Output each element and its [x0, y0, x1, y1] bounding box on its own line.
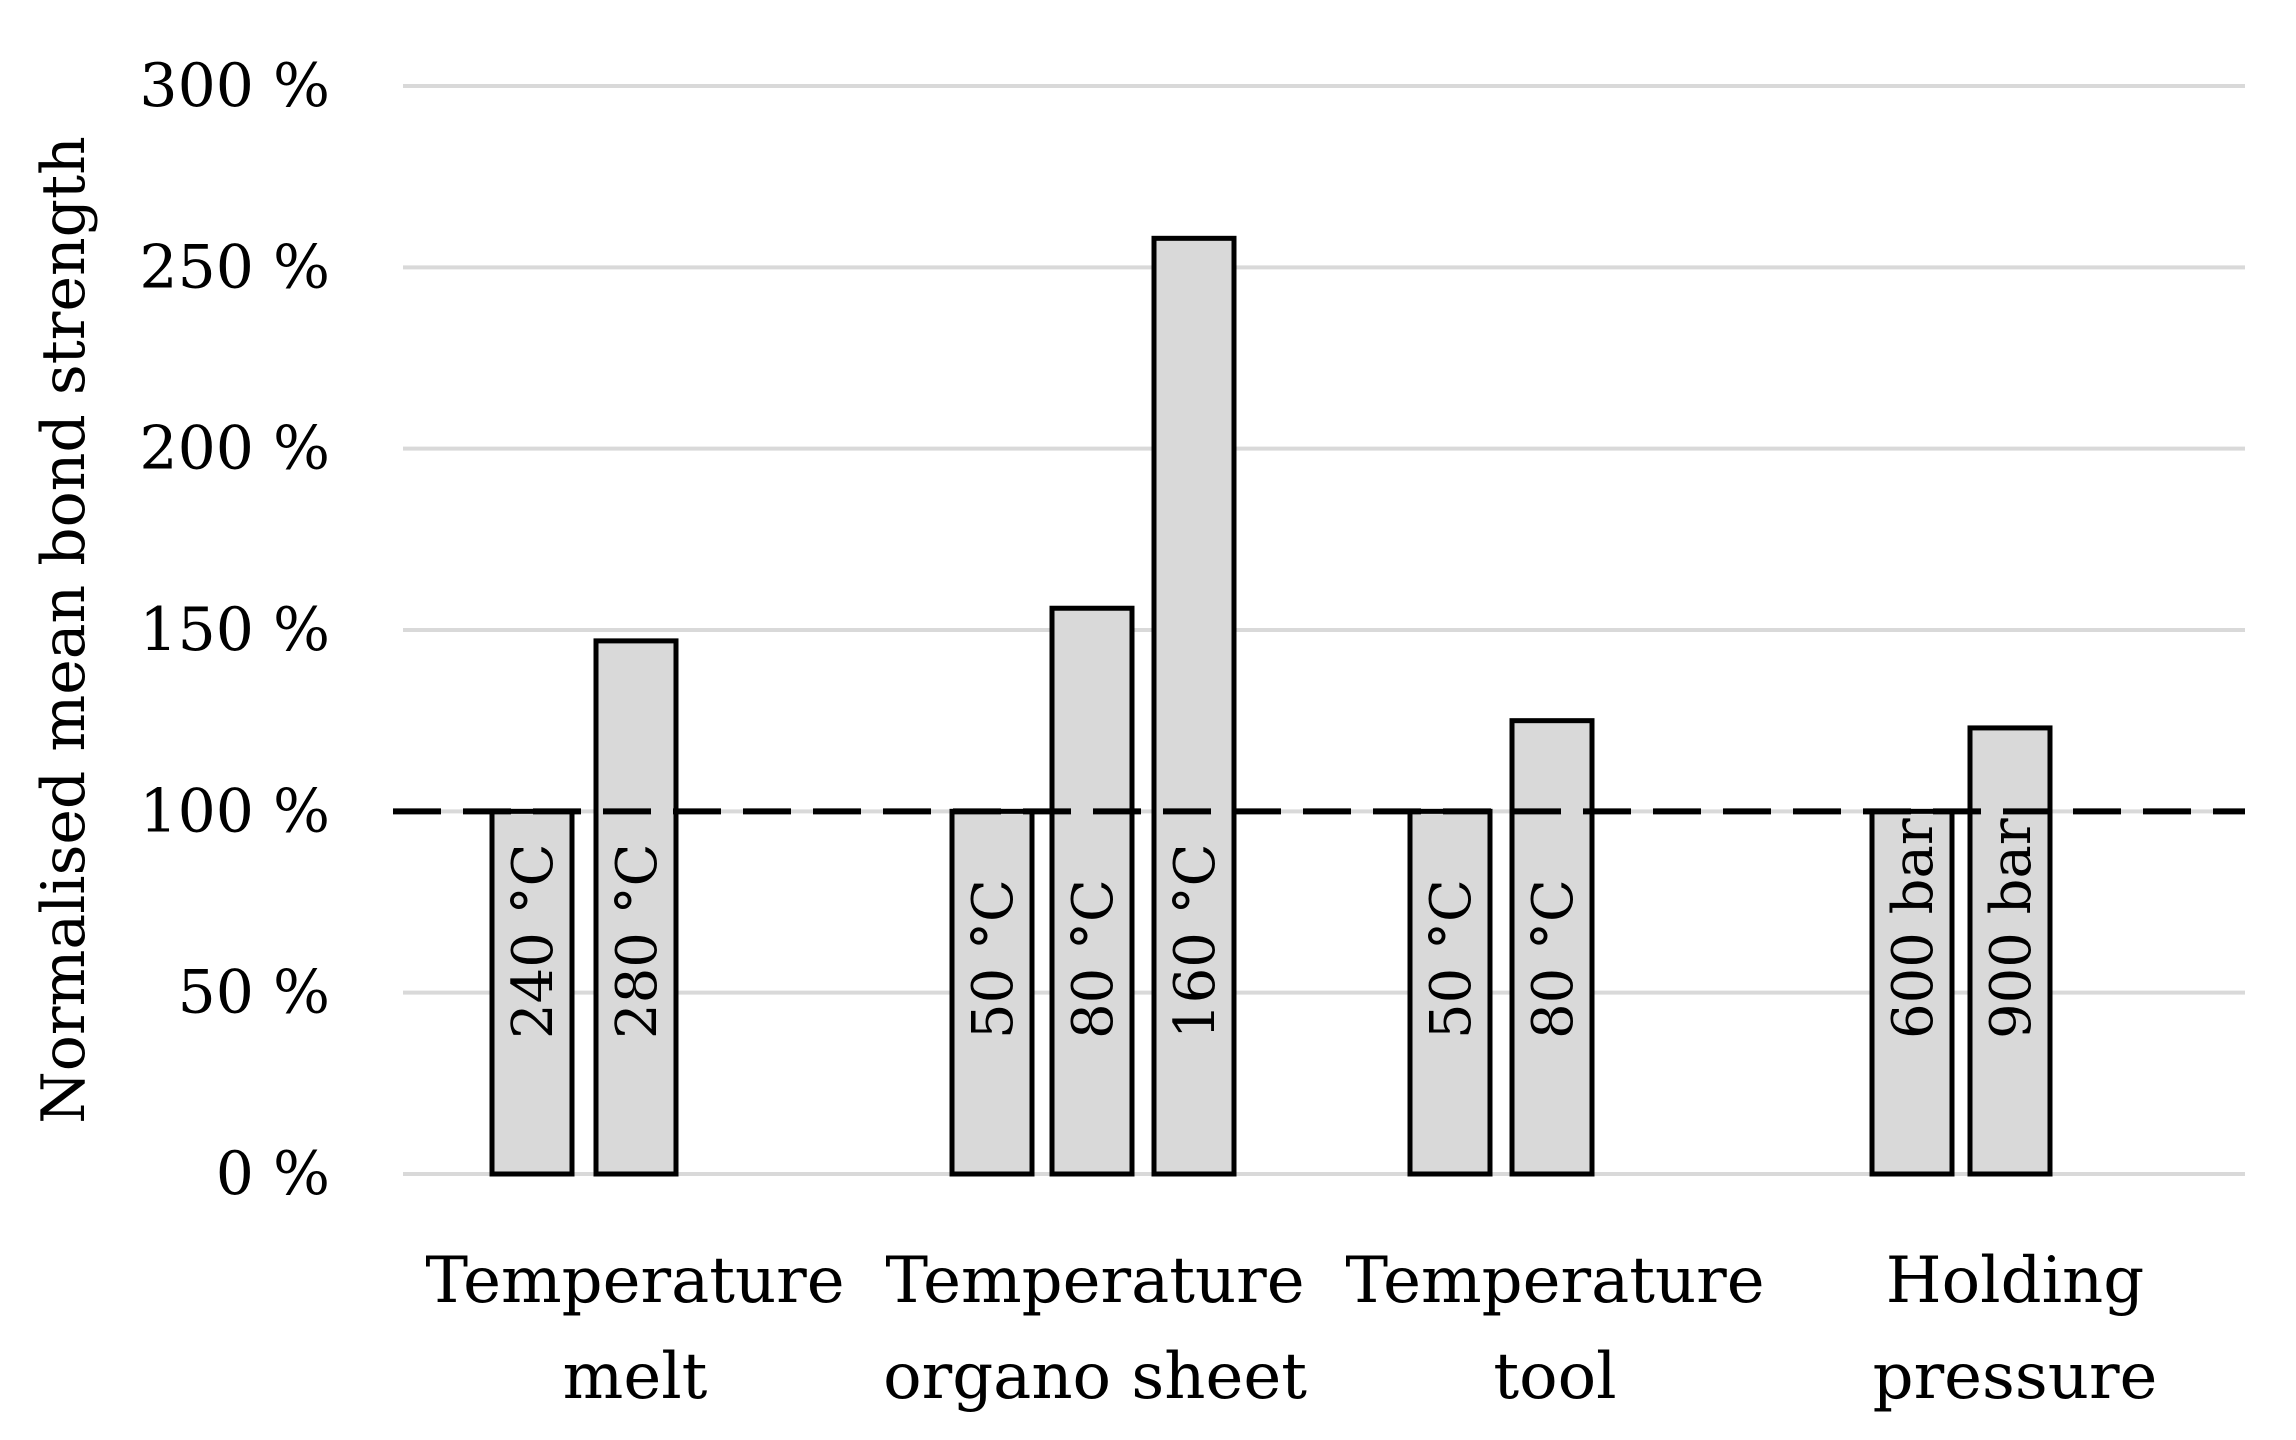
bar	[593, 638, 679, 1177]
bar	[1869, 808, 1955, 1177]
bar-label: 160 °C	[1163, 843, 1228, 1039]
bar-label: 900 bar	[1979, 818, 2044, 1039]
bar-label: 600 bar	[1881, 818, 1946, 1039]
y-tick-label: 0 %	[216, 1139, 330, 1209]
bar-label: 280 °C	[605, 843, 670, 1039]
bars	[489, 235, 2053, 1177]
bar	[1151, 235, 1237, 1177]
category-label: Temperature	[885, 1244, 1304, 1318]
y-tick-label: 150 %	[139, 595, 330, 665]
category-label: melt	[563, 1340, 708, 1414]
y-axis-ticks: 0 % 50 % 100 % 150 % 200 % 250 % 300 %	[139, 51, 330, 1209]
y-tick-label: 200 %	[139, 414, 330, 484]
bar	[1967, 725, 2053, 1177]
bar-labels: 240 °C 280 °C 50 °C 80 °C 160 °C 50 °C 80 °C 60…	[501, 818, 2044, 1039]
category-labels: Temperature melt Temperature organo sheet Te…	[425, 1244, 2157, 1414]
bar	[1049, 605, 1135, 1177]
bar-label: 240 °C	[501, 843, 566, 1039]
y-tick-label: 50 %	[178, 958, 330, 1028]
y-tick-label: 250 %	[139, 232, 330, 302]
bar	[1509, 718, 1595, 1177]
bar-label: 80 °C	[1521, 879, 1586, 1039]
category-label: Temperature	[425, 1244, 844, 1318]
bar	[949, 808, 1035, 1177]
category-label: Holding	[1886, 1244, 2144, 1318]
category-label: Temperature	[1345, 1244, 1764, 1318]
y-tick-label: 300 %	[139, 51, 330, 121]
y-tick-label: 100 %	[139, 776, 330, 846]
bar	[489, 808, 575, 1177]
bar-label: 80 °C	[1061, 879, 1126, 1039]
bar	[1407, 808, 1493, 1177]
category-label: pressure	[1873, 1340, 2158, 1414]
bar-label: 50 °C	[961, 879, 1026, 1039]
bar-label: 50 °C	[1419, 879, 1484, 1039]
category-label: organo sheet	[883, 1340, 1307, 1414]
category-label: tool	[1493, 1340, 1616, 1414]
y-axis-title: Normalised mean bond strength	[29, 136, 99, 1124]
